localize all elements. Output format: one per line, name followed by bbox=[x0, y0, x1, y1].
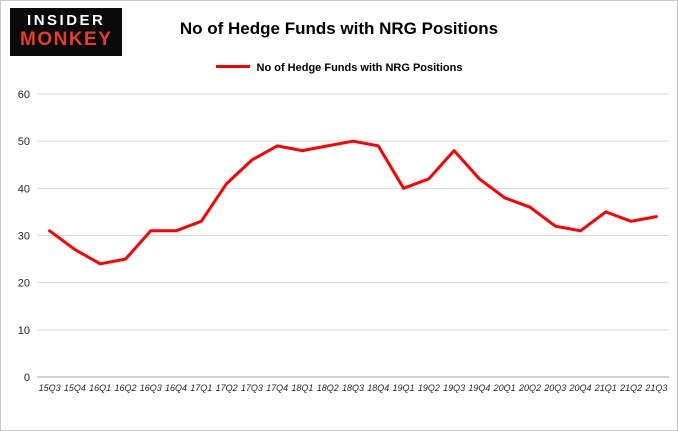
x-tick-label: 19Q1 bbox=[393, 383, 415, 393]
x-tick-label: 19Q3 bbox=[443, 383, 465, 393]
x-tick-label: 20Q4 bbox=[569, 383, 592, 393]
chart-title: No of Hedge Funds with NRG Positions bbox=[179, 19, 499, 38]
y-tick-label: 60 bbox=[18, 89, 30, 101]
x-tick-label: 16Q2 bbox=[114, 383, 136, 393]
x-tick-label: 18Q2 bbox=[317, 383, 339, 393]
legend-line-swatch bbox=[215, 65, 250, 69]
logo-text-insider: INSIDER bbox=[27, 12, 106, 29]
x-tick-label: 15Q4 bbox=[64, 383, 86, 393]
x-tick-label: 19Q2 bbox=[418, 383, 440, 393]
x-tick-label: 17Q4 bbox=[266, 383, 288, 393]
x-tick-label: 20Q2 bbox=[518, 383, 541, 393]
y-tick-label: 40 bbox=[18, 183, 30, 195]
legend-label: No of Hedge Funds with NRG Positions bbox=[256, 61, 463, 74]
x-tick-label: 20Q3 bbox=[543, 383, 566, 393]
x-tick-label: 18Q1 bbox=[291, 383, 313, 393]
x-tick-label: 16Q4 bbox=[165, 383, 187, 393]
x-tick-label: 15Q3 bbox=[39, 383, 61, 393]
x-tick-label: 21Q1 bbox=[594, 383, 617, 393]
data-series-line bbox=[48, 139, 658, 266]
y-tick-label: 30 bbox=[18, 231, 30, 243]
chart-legend: No of Hedge Funds with NRG Positions bbox=[1, 59, 677, 77]
logo-text-monkey: MONKEY bbox=[20, 28, 113, 50]
x-tick-label: 16Q1 bbox=[89, 383, 111, 393]
x-tick-label: 18Q3 bbox=[342, 383, 364, 393]
x-tick-label: 16Q3 bbox=[140, 383, 162, 393]
x-tick-label: 18Q4 bbox=[367, 383, 389, 393]
x-tick-label: 17Q1 bbox=[190, 383, 212, 393]
x-tick-label: 17Q2 bbox=[216, 383, 238, 393]
y-tick-label: 20 bbox=[18, 278, 30, 290]
x-tick-label: 20Q1 bbox=[493, 383, 516, 393]
insider-monkey-logo: INSIDER MONKEY bbox=[10, 8, 123, 57]
x-tick-label: 17Q3 bbox=[241, 383, 263, 393]
x-tick-label: 21Q3 bbox=[644, 383, 667, 393]
y-tick-label: 50 bbox=[18, 136, 30, 148]
y-tick-label: 10 bbox=[18, 325, 30, 337]
y-tick-label: 0 bbox=[24, 372, 30, 384]
x-tick-label: 21Q2 bbox=[619, 383, 642, 393]
x-tick-label: 19Q4 bbox=[468, 383, 490, 393]
